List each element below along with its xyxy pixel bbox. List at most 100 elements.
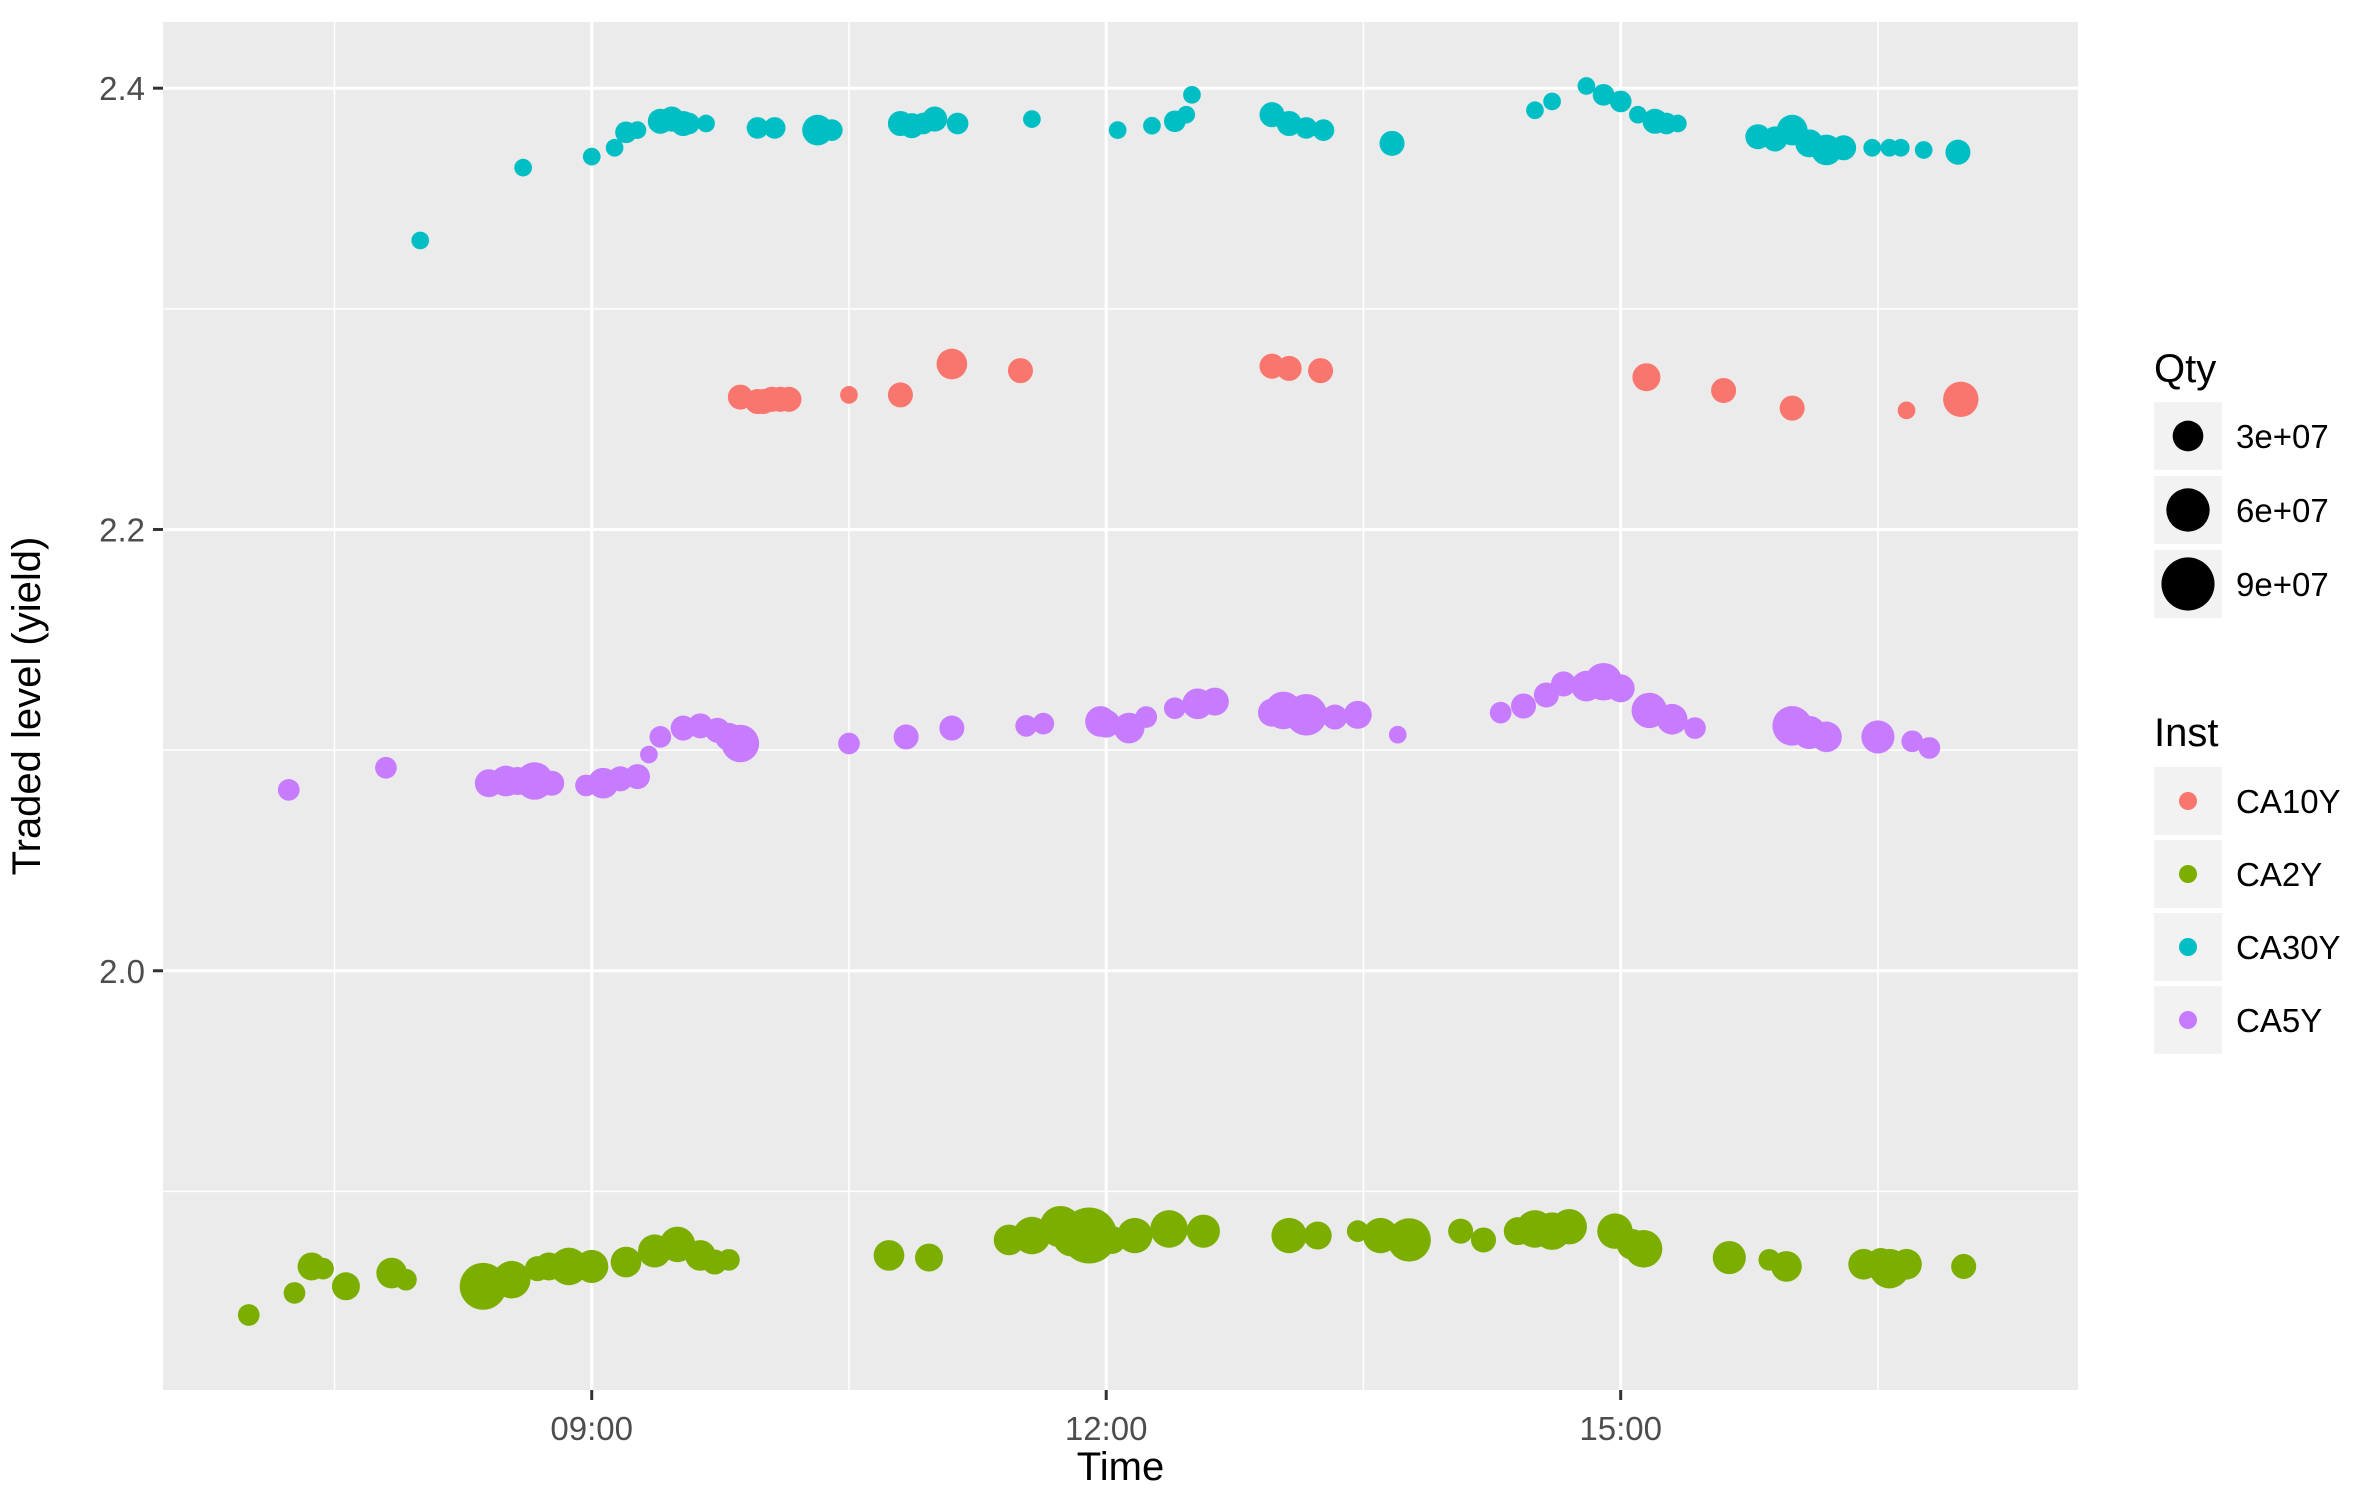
data-point-ca30y bbox=[1668, 114, 1687, 133]
color-legend-title: Inst bbox=[2154, 711, 2218, 755]
data-point-ca5y bbox=[721, 724, 760, 763]
data-point-ca30y bbox=[1526, 101, 1544, 120]
data-point-ca2y bbox=[283, 1282, 306, 1304]
color-legend-label: CA10Y bbox=[2236, 783, 2341, 820]
data-point-ca5y bbox=[1901, 730, 1924, 753]
data-point-ca5y bbox=[1861, 720, 1895, 754]
size-legend-title: Qty bbox=[2154, 347, 2216, 391]
data-point-ca30y bbox=[922, 106, 948, 132]
data-point-ca10y bbox=[936, 348, 968, 380]
data-point-ca2y bbox=[1186, 1214, 1220, 1248]
data-point-ca30y bbox=[678, 112, 700, 135]
data-point-ca30y bbox=[1023, 110, 1041, 128]
data-point-ca30y bbox=[820, 119, 843, 141]
data-point-ca2y bbox=[1951, 1253, 1977, 1279]
data-point-ca5y bbox=[939, 715, 965, 741]
color-legend-swatch bbox=[2179, 792, 2197, 810]
data-point-ca30y bbox=[1891, 138, 1910, 157]
data-point-ca5y bbox=[1135, 706, 1158, 728]
y-tick-label: 2.4 bbox=[99, 70, 145, 107]
data-point-ca2y bbox=[1150, 1210, 1188, 1248]
data-point-ca2y bbox=[1303, 1221, 1332, 1250]
y-axis-title: Traded level (yield) bbox=[5, 537, 49, 876]
data-point-ca5y bbox=[1684, 717, 1706, 739]
size-legend-label: 3e+07 bbox=[2236, 418, 2329, 455]
data-point-ca30y bbox=[763, 117, 786, 139]
data-point-ca5y bbox=[640, 745, 658, 764]
data-point-ca30y bbox=[1831, 135, 1857, 161]
data-point-ca2y bbox=[575, 1249, 609, 1284]
data-point-ca10y bbox=[887, 382, 913, 408]
data-point-ca30y bbox=[946, 112, 969, 135]
data-point-ca2y bbox=[331, 1272, 360, 1301]
data-point-ca5y bbox=[1510, 693, 1537, 719]
data-point-ca2y bbox=[1470, 1227, 1497, 1253]
data-point-ca30y bbox=[1863, 138, 1882, 157]
data-point-ca30y bbox=[628, 121, 647, 139]
data-point-ca5y bbox=[838, 732, 860, 755]
data-point-ca2y bbox=[1387, 1218, 1431, 1262]
color-legend-label: CA5Y bbox=[2236, 1002, 2322, 1039]
data-point-ca10y bbox=[1276, 355, 1302, 381]
data-point-ca30y bbox=[1276, 110, 1302, 137]
data-point-ca2y bbox=[1891, 1248, 1922, 1280]
data-point-ca30y bbox=[1177, 105, 1196, 124]
data-point-ca5y bbox=[624, 764, 650, 790]
color-legend-label: CA30Y bbox=[2236, 929, 2341, 966]
data-point-ca5y bbox=[1163, 697, 1186, 720]
data-point-ca5y bbox=[893, 724, 919, 750]
major-gridlines bbox=[163, 22, 2078, 1390]
data-point-ca2y bbox=[237, 1304, 260, 1326]
color-legend-swatch bbox=[2179, 938, 2197, 956]
data-point-ca5y bbox=[1551, 671, 1577, 697]
data-point-ca5y bbox=[1343, 700, 1372, 729]
data-point-ca5y bbox=[1092, 709, 1121, 738]
y-tick-label: 2.0 bbox=[99, 953, 145, 990]
color-legend-swatch bbox=[2179, 1011, 2197, 1029]
data-point-ca5y bbox=[1811, 721, 1842, 753]
plot-panel bbox=[163, 22, 2078, 1390]
data-point-ca30y bbox=[1609, 90, 1632, 113]
data-point-ca5y bbox=[1388, 725, 1407, 744]
data-point-ca30y bbox=[1143, 116, 1161, 135]
data-point-ca2y bbox=[492, 1260, 531, 1299]
data-point-ca5y bbox=[1606, 674, 1635, 703]
data-point-ca10y bbox=[1308, 358, 1334, 384]
data-point-ca2y bbox=[1712, 1241, 1746, 1275]
color-legend: Inst CA10Y CA2Y CA30Y CA5Y bbox=[2154, 711, 2341, 1054]
data-point-ca30y bbox=[1183, 85, 1201, 104]
data-points bbox=[237, 77, 1979, 1326]
data-point-ca30y bbox=[1628, 105, 1647, 124]
data-point-ca2y bbox=[610, 1246, 642, 1278]
data-point-ca5y bbox=[1015, 715, 1038, 737]
size-legend-circle bbox=[2161, 557, 2215, 611]
x-tick-label: 15:00 bbox=[1579, 1410, 1662, 1447]
data-point-ca10y bbox=[840, 386, 858, 404]
data-point-ca30y bbox=[582, 147, 601, 166]
data-point-ca10y bbox=[776, 386, 802, 412]
data-point-ca30y bbox=[605, 138, 624, 157]
data-point-ca5y bbox=[1285, 694, 1328, 736]
data-point-ca30y bbox=[1945, 139, 1971, 165]
data-point-ca30y bbox=[1295, 117, 1318, 139]
size-legend-circle bbox=[2166, 488, 2210, 532]
data-point-ca30y bbox=[411, 231, 430, 250]
size-legend-label: 6e+07 bbox=[2236, 492, 2329, 529]
data-point-ca2y bbox=[1551, 1209, 1587, 1245]
data-point-ca10y bbox=[1711, 377, 1737, 403]
data-point-ca2y bbox=[1117, 1217, 1153, 1254]
axes: 09:00 12:00 15:00 2.0 2.2 2.4 bbox=[99, 70, 1662, 1447]
x-tick-label: 09:00 bbox=[550, 1410, 633, 1447]
data-point-ca30y bbox=[1577, 77, 1596, 95]
data-point-ca30y bbox=[1379, 130, 1405, 156]
data-point-ca2y bbox=[1271, 1217, 1307, 1254]
data-point-ca10y bbox=[1897, 401, 1916, 420]
data-point-ca30y bbox=[1914, 141, 1933, 159]
data-point-ca2y bbox=[718, 1248, 740, 1271]
data-point-ca2y bbox=[1448, 1218, 1474, 1244]
data-point-ca5y bbox=[1322, 704, 1348, 730]
data-point-ca30y bbox=[1312, 119, 1335, 141]
data-point-ca5y bbox=[277, 779, 300, 801]
data-point-ca2y bbox=[395, 1268, 417, 1291]
